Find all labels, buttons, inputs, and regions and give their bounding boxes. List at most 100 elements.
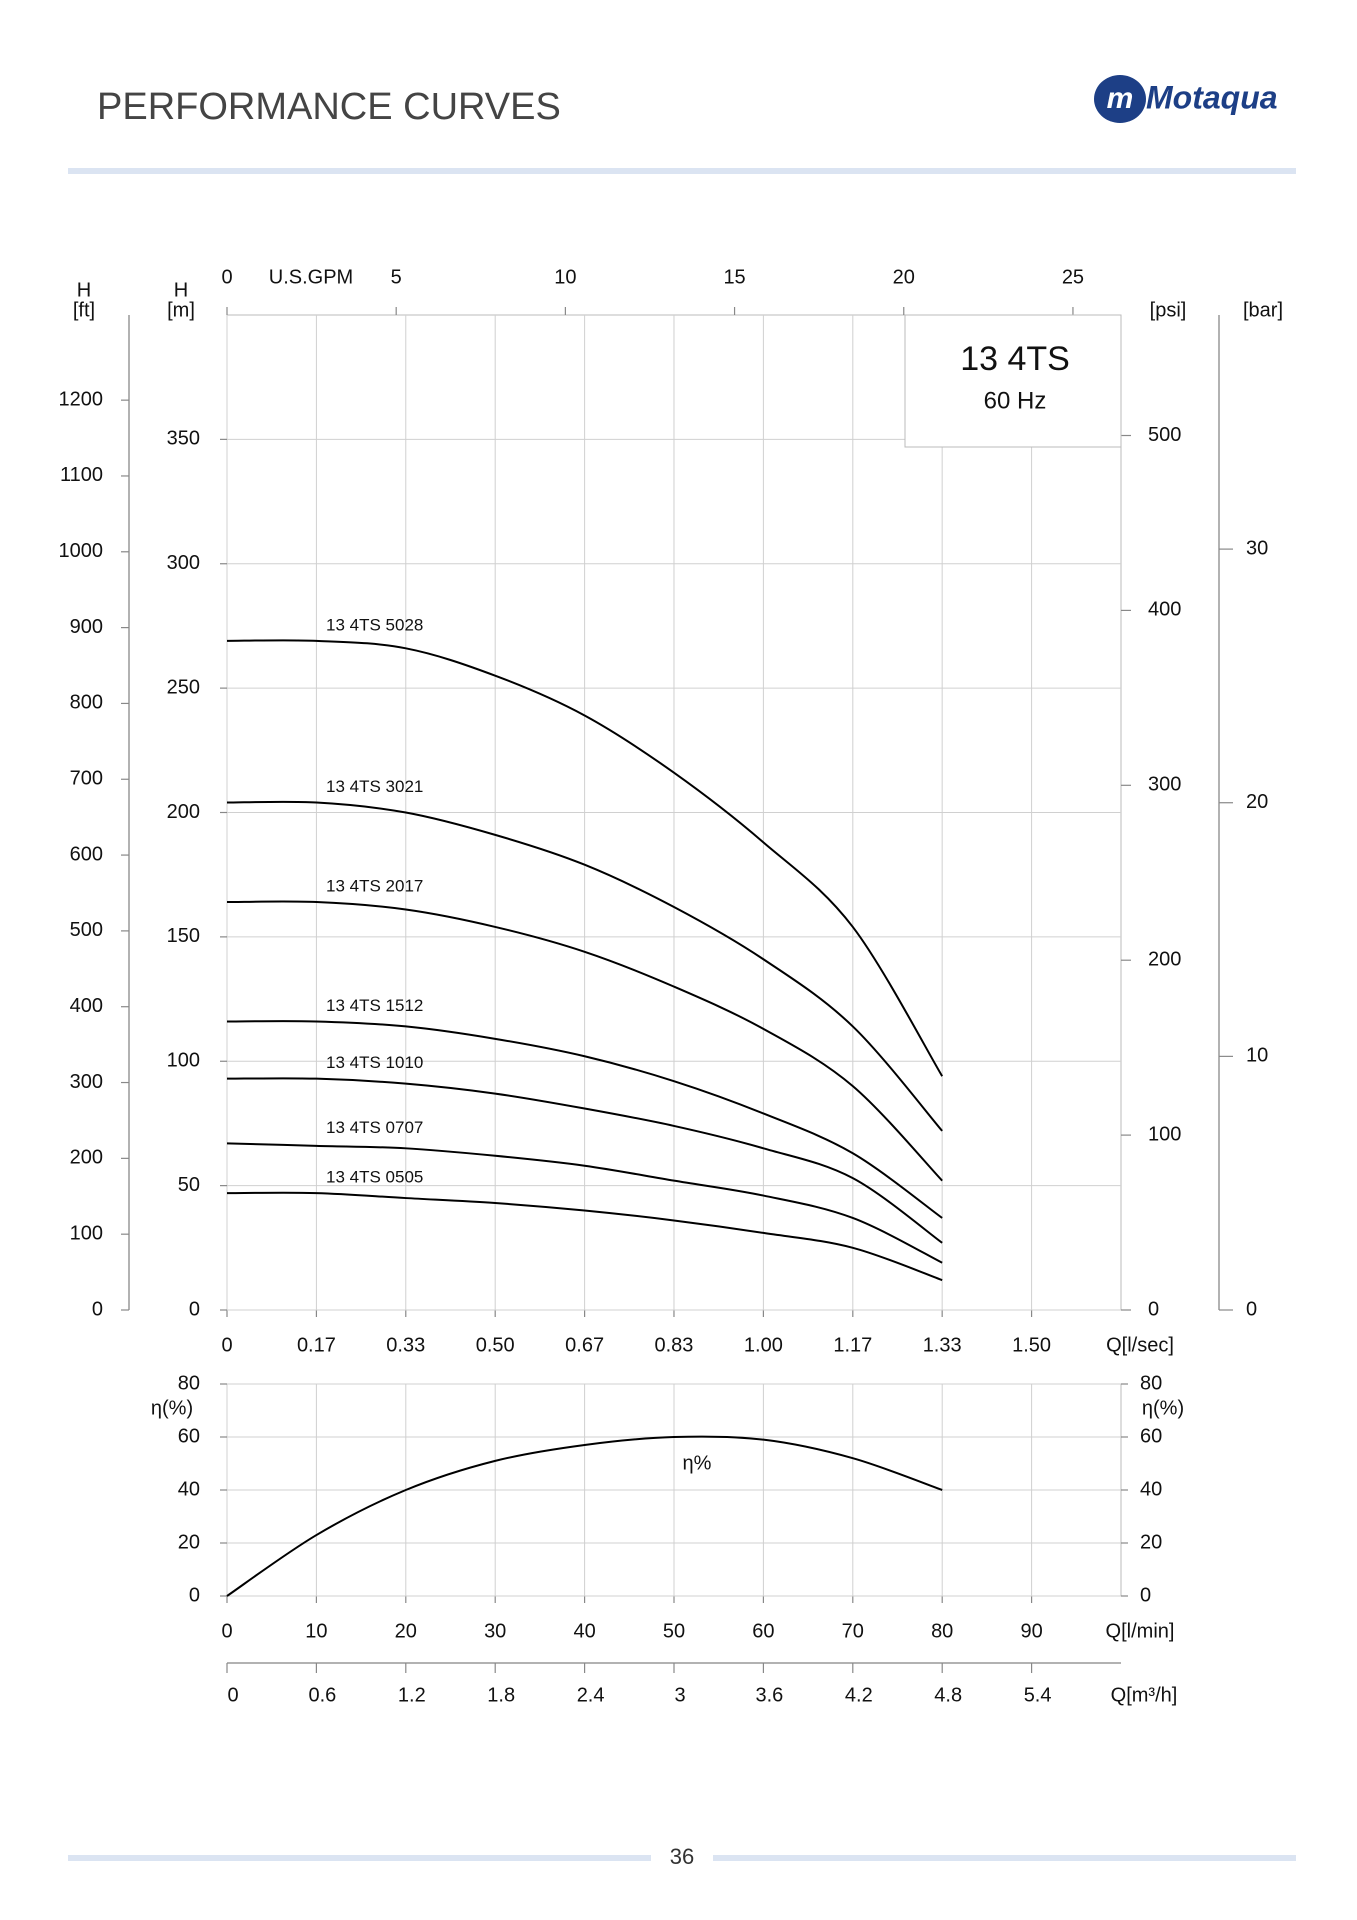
footer-rule (68, 1855, 651, 1861)
curve (226, 800, 943, 1132)
curve (226, 1435, 943, 1597)
ft-tick-label: 900 (70, 616, 103, 638)
x2-tick-label: 15 (723, 266, 745, 288)
ft-tick-label: 1200 (59, 388, 104, 410)
ft-tick-label: 300 (70, 1071, 103, 1093)
x-tick-label: 0.67 (565, 1334, 604, 1356)
y-tick-label: 20 (1140, 1531, 1162, 1553)
psi-axis-unit: [psi] (1150, 299, 1187, 321)
curve-label: 13 4TS 2017 (326, 877, 423, 896)
x-tick-label: 0.17 (297, 1334, 336, 1356)
psi-tick-label: 100 (1148, 1123, 1181, 1145)
curve (226, 639, 944, 1077)
curve (226, 1077, 943, 1244)
y-tick-label: 80 (1140, 1372, 1162, 1394)
ft-tick-label: 1100 (60, 464, 103, 486)
y-tick-label: 0 (189, 1298, 200, 1320)
curve-label: 13 4TS 1010 (326, 1053, 423, 1072)
x-tick-label: 0.33 (386, 1334, 425, 1356)
curve-label: 13 4TS 3021 (326, 777, 423, 796)
x2-tick-label: 1.8 (487, 1684, 515, 1706)
y-tick-label: 250 (167, 676, 200, 698)
y-tick-label: 20 (178, 1531, 200, 1553)
curve-label: 13 4TS 0707 (326, 1118, 423, 1137)
logo-initial: m (1107, 82, 1134, 115)
y-tick-label: 40 (1140, 1478, 1162, 1500)
y-tick-label: 350 (167, 428, 200, 450)
x-tick-label: 0 (221, 1620, 232, 1642)
x-tick-label: 1.00 (744, 1334, 783, 1356)
ft-tick-label: 400 (70, 995, 103, 1017)
bar-tick-label: 10 (1246, 1045, 1268, 1067)
bar-axis-unit: [bar] (1243, 299, 1283, 321)
logo-mark (1094, 75, 1146, 123)
curve-label: 13 4TS 5028 (326, 615, 423, 634)
page-title: PERFORMANCE CURVES (97, 86, 561, 128)
ft-tick-label: 700 (70, 768, 103, 790)
y-tick-label: 0 (1140, 1584, 1151, 1606)
curve-label: 13 4TS 1512 (326, 996, 423, 1015)
x-tick-label: 50 (663, 1620, 685, 1642)
psi-tick-label: 300 (1148, 774, 1181, 796)
psi-tick-label: 0 (1148, 1298, 1159, 1320)
x-tick-label: 1.33 (923, 1334, 962, 1356)
x2-tick-label: 10 (554, 266, 576, 288)
x-axis-label: Q[l/min] (1106, 1620, 1175, 1642)
x2-tick-label: 3 (674, 1684, 685, 1706)
ft-tick-label: 500 (70, 919, 103, 941)
logo: m Motaqua (1094, 75, 1278, 123)
psi-tick-label: 400 (1148, 599, 1181, 621)
x-tick-label: 0.50 (476, 1334, 515, 1356)
y-tick-label: 100 (167, 1050, 200, 1072)
x2-tick-label: 2.4 (577, 1684, 605, 1706)
x-tick-label: 70 (842, 1620, 864, 1642)
curve (226, 1142, 943, 1264)
y-tick-label: 80 (178, 1372, 200, 1394)
x-tick-label: 20 (395, 1620, 417, 1642)
header-rule (68, 168, 1296, 174)
x-tick-label: 10 (305, 1620, 327, 1642)
x2-tick-label: 1.2 (398, 1684, 426, 1706)
curve (226, 1191, 943, 1282)
ft-axis-symbol: H (77, 279, 91, 301)
x2-tick-label: 0.6 (308, 1684, 336, 1706)
y-tick-label: 300 (167, 552, 200, 574)
x2-tick-label: 4.2 (845, 1684, 873, 1706)
ft-axis-unit: [ft] (73, 299, 95, 321)
bar-tick-label: 30 (1246, 537, 1268, 559)
curve (226, 1020, 943, 1219)
model-box (904, 314, 1122, 448)
curve-label: 13 4TS 0505 (326, 1168, 423, 1187)
x2-tick-label: 4.8 (934, 1684, 962, 1706)
psi-tick-label: 200 (1148, 948, 1181, 970)
model-name: 13 4TS (960, 340, 1070, 378)
y-tick-label: 50 (178, 1174, 200, 1196)
x-tick-label: 90 (1020, 1620, 1042, 1642)
y-axis-label: η(%) (151, 1397, 193, 1419)
x-tick-label: 80 (931, 1620, 953, 1642)
x2-axis-label: U.S.GPM (269, 266, 353, 288)
x2-tick-label: 0 (221, 266, 232, 288)
y-tick-label: 200 (167, 801, 200, 823)
x-tick-label: 1.17 (833, 1334, 872, 1356)
ft-tick-label: 0 (92, 1298, 103, 1320)
bar-tick-label: 20 (1246, 791, 1268, 813)
y-tick-label: 60 (1140, 1425, 1162, 1447)
x-tick-label: 30 (484, 1620, 506, 1642)
x-tick-label: 0 (221, 1334, 232, 1356)
bar-tick-label: 0 (1246, 1298, 1257, 1320)
y-axis-symbol: H (174, 279, 188, 301)
y-tick-label: 40 (178, 1478, 200, 1500)
curve (226, 900, 943, 1182)
y-axis-label: η(%) (1142, 1397, 1184, 1419)
x-tick-label: 60 (752, 1620, 774, 1642)
x2-tick-label: 3.6 (755, 1684, 783, 1706)
page-number: 36 (670, 1844, 694, 1869)
x2-axis-label: Q[m³/h] (1111, 1684, 1178, 1706)
x2-tick-label: 5.4 (1024, 1684, 1052, 1706)
y-tick-label: 60 (178, 1425, 200, 1447)
y-tick-label: 150 (167, 925, 200, 947)
x-tick-label: 0.83 (655, 1334, 694, 1356)
psi-tick-label: 500 (1148, 424, 1181, 446)
